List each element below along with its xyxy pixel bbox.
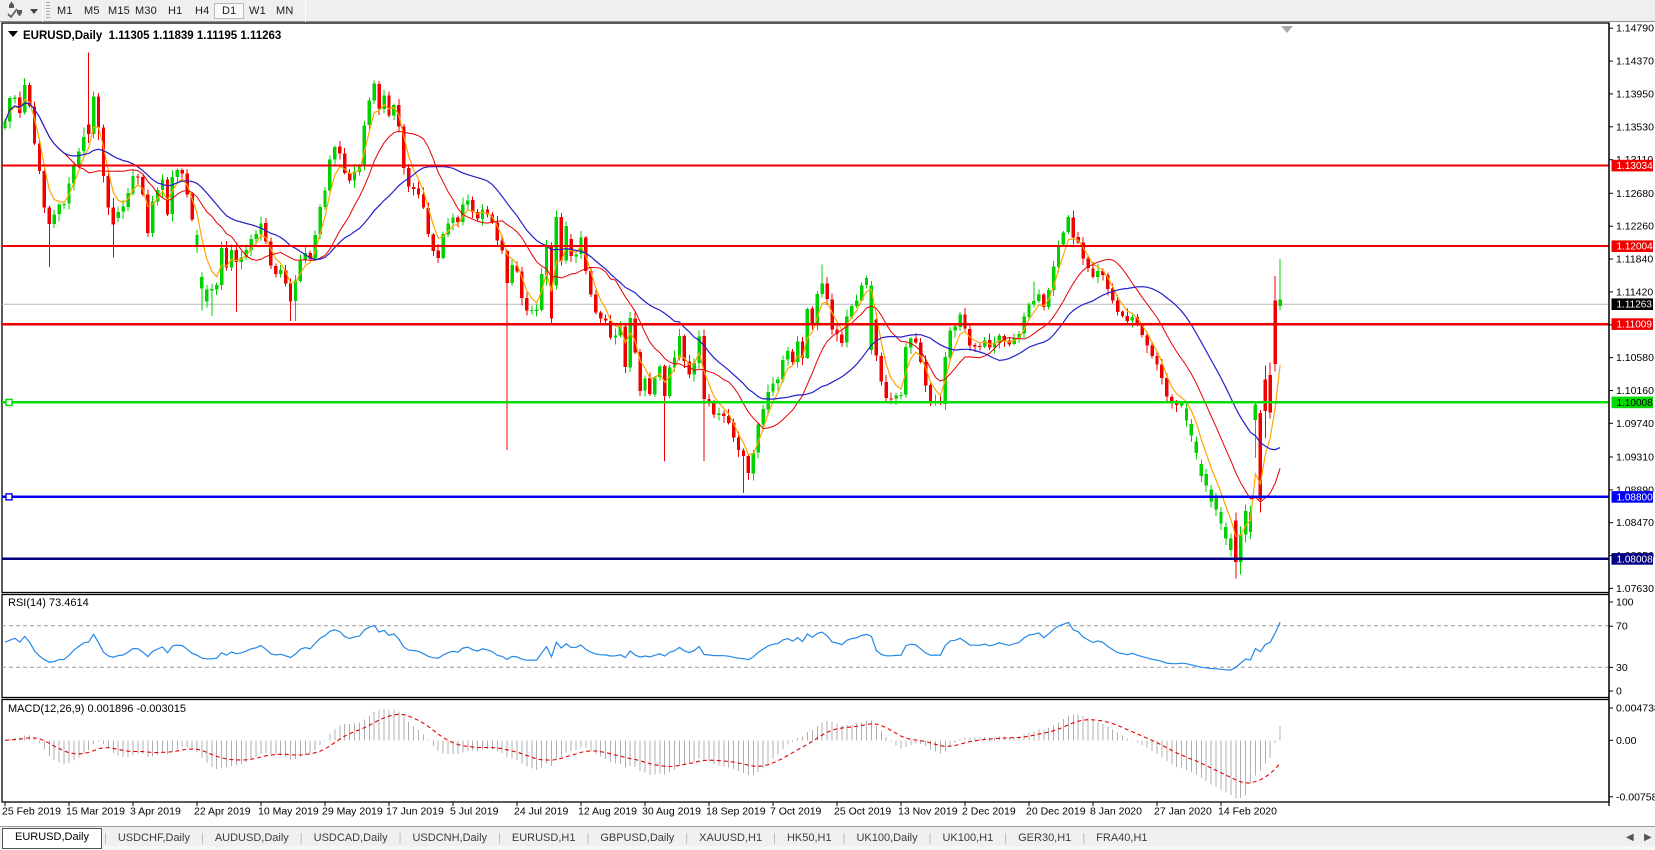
svg-text:12 Aug 2019: 12 Aug 2019 bbox=[578, 806, 637, 818]
svg-text:0: 0 bbox=[1616, 686, 1622, 698]
svg-text:1.08470: 1.08470 bbox=[1616, 517, 1654, 529]
svg-text:17 Jun 2019: 17 Jun 2019 bbox=[386, 806, 444, 818]
svg-text:1.09740: 1.09740 bbox=[1616, 418, 1654, 430]
svg-text:0.004738: 0.004738 bbox=[1616, 703, 1655, 715]
svg-text:1.10580: 1.10580 bbox=[1616, 352, 1654, 364]
svg-text:3 Apr 2019: 3 Apr 2019 bbox=[130, 806, 181, 818]
svg-text:1.13950: 1.13950 bbox=[1616, 88, 1654, 100]
svg-text:-0.007584: -0.007584 bbox=[1616, 791, 1655, 803]
svg-text:1.14370: 1.14370 bbox=[1616, 56, 1654, 68]
svg-text:EURUSD,Daily 1.11305 1.11839: EURUSD,Daily 1.11305 1.11839 1.11195 1.1… bbox=[23, 30, 281, 42]
svg-text:MACD(12,26,9) 0.001896 -0.0030: MACD(12,26,9) 0.001896 -0.003015 bbox=[8, 703, 186, 715]
svg-text:18 Sep 2019: 18 Sep 2019 bbox=[706, 806, 766, 818]
svg-text:30 Aug 2019: 30 Aug 2019 bbox=[642, 806, 701, 818]
svg-text:25 Oct 2019: 25 Oct 2019 bbox=[834, 806, 891, 818]
svg-text:29 May 2019: 29 May 2019 bbox=[322, 806, 383, 818]
svg-text:1.13530: 1.13530 bbox=[1616, 121, 1654, 133]
svg-text:70: 70 bbox=[1616, 621, 1628, 633]
svg-text:30: 30 bbox=[1616, 662, 1628, 674]
svg-text:1.11420: 1.11420 bbox=[1616, 286, 1653, 298]
svg-text:1.09310: 1.09310 bbox=[1616, 452, 1654, 464]
svg-text:1.08800: 1.08800 bbox=[1617, 492, 1654, 503]
svg-text:27 Jan 2020: 27 Jan 2020 bbox=[1154, 806, 1212, 818]
svg-text:1.07630: 1.07630 bbox=[1616, 583, 1654, 595]
svg-text:1.10008: 1.10008 bbox=[1617, 398, 1654, 409]
svg-text:1.12260: 1.12260 bbox=[1616, 221, 1654, 233]
svg-text:1.11263: 1.11263 bbox=[1617, 300, 1653, 311]
svg-text:1.12680: 1.12680 bbox=[1616, 188, 1654, 200]
svg-text:5 Jul 2019: 5 Jul 2019 bbox=[450, 806, 499, 818]
svg-text:2 Dec 2019: 2 Dec 2019 bbox=[962, 806, 1016, 818]
svg-text:1.08008: 1.08008 bbox=[1617, 554, 1654, 565]
svg-text:0.00: 0.00 bbox=[1616, 735, 1637, 747]
svg-text:15 Mar 2019: 15 Mar 2019 bbox=[66, 806, 125, 818]
svg-text:RSI(14) 73.4614: RSI(14) 73.4614 bbox=[8, 597, 89, 609]
svg-text:1.11009: 1.11009 bbox=[1617, 320, 1653, 331]
svg-text:24 Jul 2019: 24 Jul 2019 bbox=[514, 806, 568, 818]
svg-text:1.11840: 1.11840 bbox=[1616, 254, 1653, 266]
svg-text:13 Nov 2019: 13 Nov 2019 bbox=[898, 806, 958, 818]
svg-text:1.14790: 1.14790 bbox=[1616, 23, 1654, 35]
svg-text:1.12004: 1.12004 bbox=[1617, 242, 1654, 253]
svg-text:100: 100 bbox=[1616, 597, 1634, 609]
svg-text:25 Feb 2019: 25 Feb 2019 bbox=[2, 806, 61, 818]
svg-text:7 Oct 2019: 7 Oct 2019 bbox=[770, 806, 822, 818]
svg-text:8 Jan 2020: 8 Jan 2020 bbox=[1090, 806, 1142, 818]
svg-text:1.13034: 1.13034 bbox=[1617, 161, 1654, 172]
svg-text:14 Feb 2020: 14 Feb 2020 bbox=[1218, 806, 1277, 818]
svg-text:20 Dec 2019: 20 Dec 2019 bbox=[1026, 806, 1086, 818]
svg-text:10 May 2019: 10 May 2019 bbox=[258, 806, 319, 818]
svg-text:22 Apr 2019: 22 Apr 2019 bbox=[194, 806, 251, 818]
svg-text:1.10160: 1.10160 bbox=[1616, 385, 1654, 397]
